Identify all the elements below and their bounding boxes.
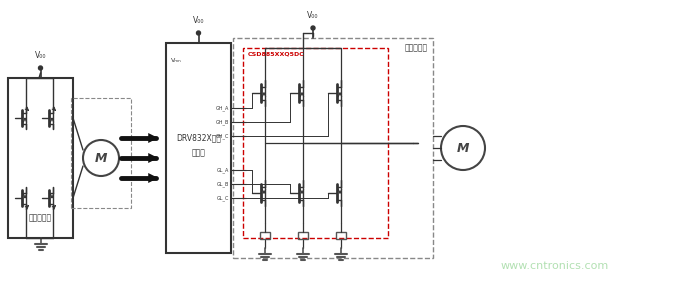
Text: V₀₀: V₀₀ (35, 51, 46, 60)
Text: www.cntronics.com: www.cntronics.com (501, 261, 609, 271)
Bar (298, 232, 308, 239)
Bar (233, 38, 433, 258)
Text: V₀₀: V₀₀ (307, 11, 319, 20)
Text: V₀₀: V₀₀ (193, 16, 204, 25)
Bar (260, 232, 270, 239)
Text: 驱动器: 驱动器 (192, 149, 206, 158)
Text: DRV832X梯极: DRV832X梯极 (176, 134, 221, 143)
Text: GL_A: GL_A (217, 167, 229, 173)
Text: CSD885XXQ5DC: CSD885XXQ5DC (248, 51, 304, 56)
Text: GL_B: GL_B (217, 181, 229, 187)
Bar (166, 43, 231, 253)
Text: 梯极驱动器: 梯极驱动器 (29, 213, 52, 223)
Text: M: M (457, 141, 469, 154)
Text: GH_A: GH_A (216, 105, 229, 111)
Bar (243, 48, 388, 238)
Text: GH_B: GH_B (216, 119, 229, 125)
Text: 三相功率级: 三相功率级 (405, 43, 428, 52)
Circle shape (197, 31, 201, 35)
Bar (336, 232, 346, 239)
Bar (71, 98, 131, 208)
Text: GL_C: GL_C (217, 195, 229, 201)
Text: M: M (95, 151, 107, 164)
Circle shape (39, 66, 42, 70)
Circle shape (311, 26, 315, 30)
Bar (8, 78, 73, 238)
Text: GH_C: GH_C (216, 133, 229, 139)
Text: Vₘₙ: Vₘₙ (171, 58, 182, 63)
